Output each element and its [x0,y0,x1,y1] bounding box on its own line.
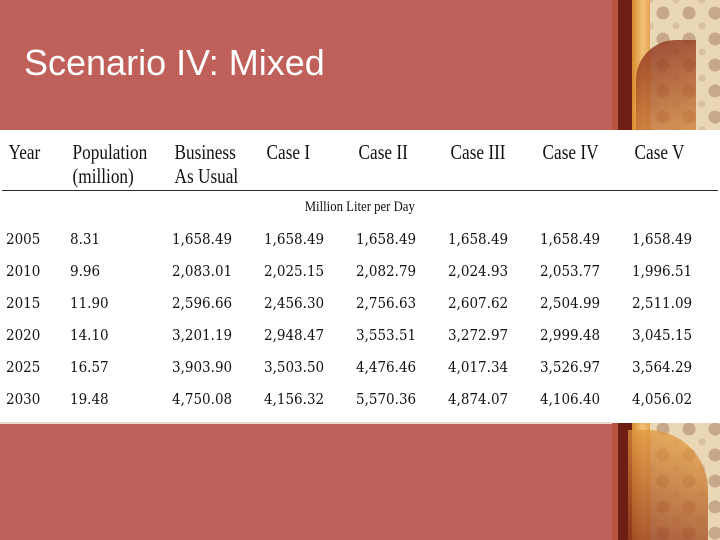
cell-value: 3,045.15 [632,326,693,344]
table-row: 2015 11.90 2,596.66 2,456.30 2,756.63 2,607.6… [2,287,718,319]
cell-value: 2,024.93 [448,262,509,280]
cell-value: 1,658.49 [356,230,417,248]
cell-value: 2,756.63 [356,294,417,312]
cell-value: 2,504.99 [540,294,601,312]
cell-value: 4,156.32 [264,390,325,408]
header-case-2: Case II [358,140,408,164]
cell-year: 2010 [6,262,41,280]
water-demand-table: Year Population (million) Business As Usua… [2,130,718,415]
cell-value: 4,750.08 [172,390,233,408]
cell-value: 2,082.79 [356,262,417,280]
header-case-3: Case III [450,140,506,164]
data-table-panel: Year Population (million) Business As Usua… [0,130,720,423]
cell-year: 2005 [6,230,41,248]
cell-value: 4,056.02 [632,390,693,408]
cell-value: 2,596.66 [172,294,233,312]
cell-value: 3,526.97 [540,358,601,376]
cell-value: 2,025.15 [264,262,325,280]
cell-value: 2,511.09 [632,294,693,312]
cell-value: 3,553.51 [356,326,417,344]
cell-population: 14.10 [70,326,109,344]
header-row: Year Population (million) Business As Usua… [2,130,718,191]
table-row: 2030 19.48 4,750.08 4,156.32 5,570.36 4,874.0… [2,383,718,415]
table-row: 2025 16.57 3,903.90 3,503.50 4,476.46 4,017.3… [2,351,718,383]
table-row: 2020 14.10 3,201.19 2,948.47 3,553.51 3,272.9… [2,319,718,351]
header-case-4: Case IV [542,140,599,164]
header-year: Year [8,140,41,164]
cell-value: 1,658.49 [540,230,601,248]
cell-value: 1,658.49 [264,230,325,248]
cell-value: 3,201.19 [172,326,233,344]
cell-value: 4,106.40 [540,390,601,408]
cell-value: 1,658.49 [448,230,509,248]
cell-value: 1,658.49 [632,230,693,248]
table-row: 2005 8.31 1,658.49 1,658.49 1,658.49 1,658.49… [2,223,718,255]
cell-value: 4,476.46 [356,358,417,376]
cell-value: 1,996.51 [632,262,693,280]
cell-value: 2,456.30 [264,294,325,312]
header-population: Population (million) [72,140,148,188]
cell-population: 16.57 [70,358,109,376]
cell-value: 3,503.50 [264,358,325,376]
cell-value: 2,607.62 [448,294,509,312]
table-row: 2010 9.96 2,083.01 2,025.15 2,082.79 2,024.93… [2,255,718,287]
cell-value: 2,053.77 [540,262,601,280]
cell-value: 2,948.47 [264,326,325,344]
cell-value: 2,999.48 [540,326,601,344]
cell-value: 2,083.01 [172,262,233,280]
cell-year: 2030 [6,390,41,408]
cell-value: 1,658.49 [172,230,233,248]
header-case-5: Case V [634,140,685,164]
cell-value: 4,874.07 [448,390,509,408]
cell-year: 2025 [6,358,41,376]
table-bottom-edge [0,422,612,424]
cell-value: 3,564.29 [632,358,693,376]
cell-population: 11.90 [70,294,109,312]
units-label: Million Liter per Day [304,198,416,215]
header-case-1: Case I [266,140,311,164]
cell-population: 19.48 [70,390,109,408]
cell-value: 5,570.36 [356,390,417,408]
cell-population: 9.96 [70,262,101,280]
cell-value: 3,272.97 [448,326,509,344]
header-business-as-usual: Business As Usual [174,140,239,188]
cell-value: 4,017.34 [448,358,509,376]
cell-year: 2020 [6,326,41,344]
cell-population: 8.31 [70,230,101,248]
cell-year: 2015 [6,294,41,312]
cell-value: 3,903.90 [172,358,233,376]
slide-title: Scenario IV: Mixed [24,42,325,83]
units-row: Million Liter per Day [2,191,718,224]
